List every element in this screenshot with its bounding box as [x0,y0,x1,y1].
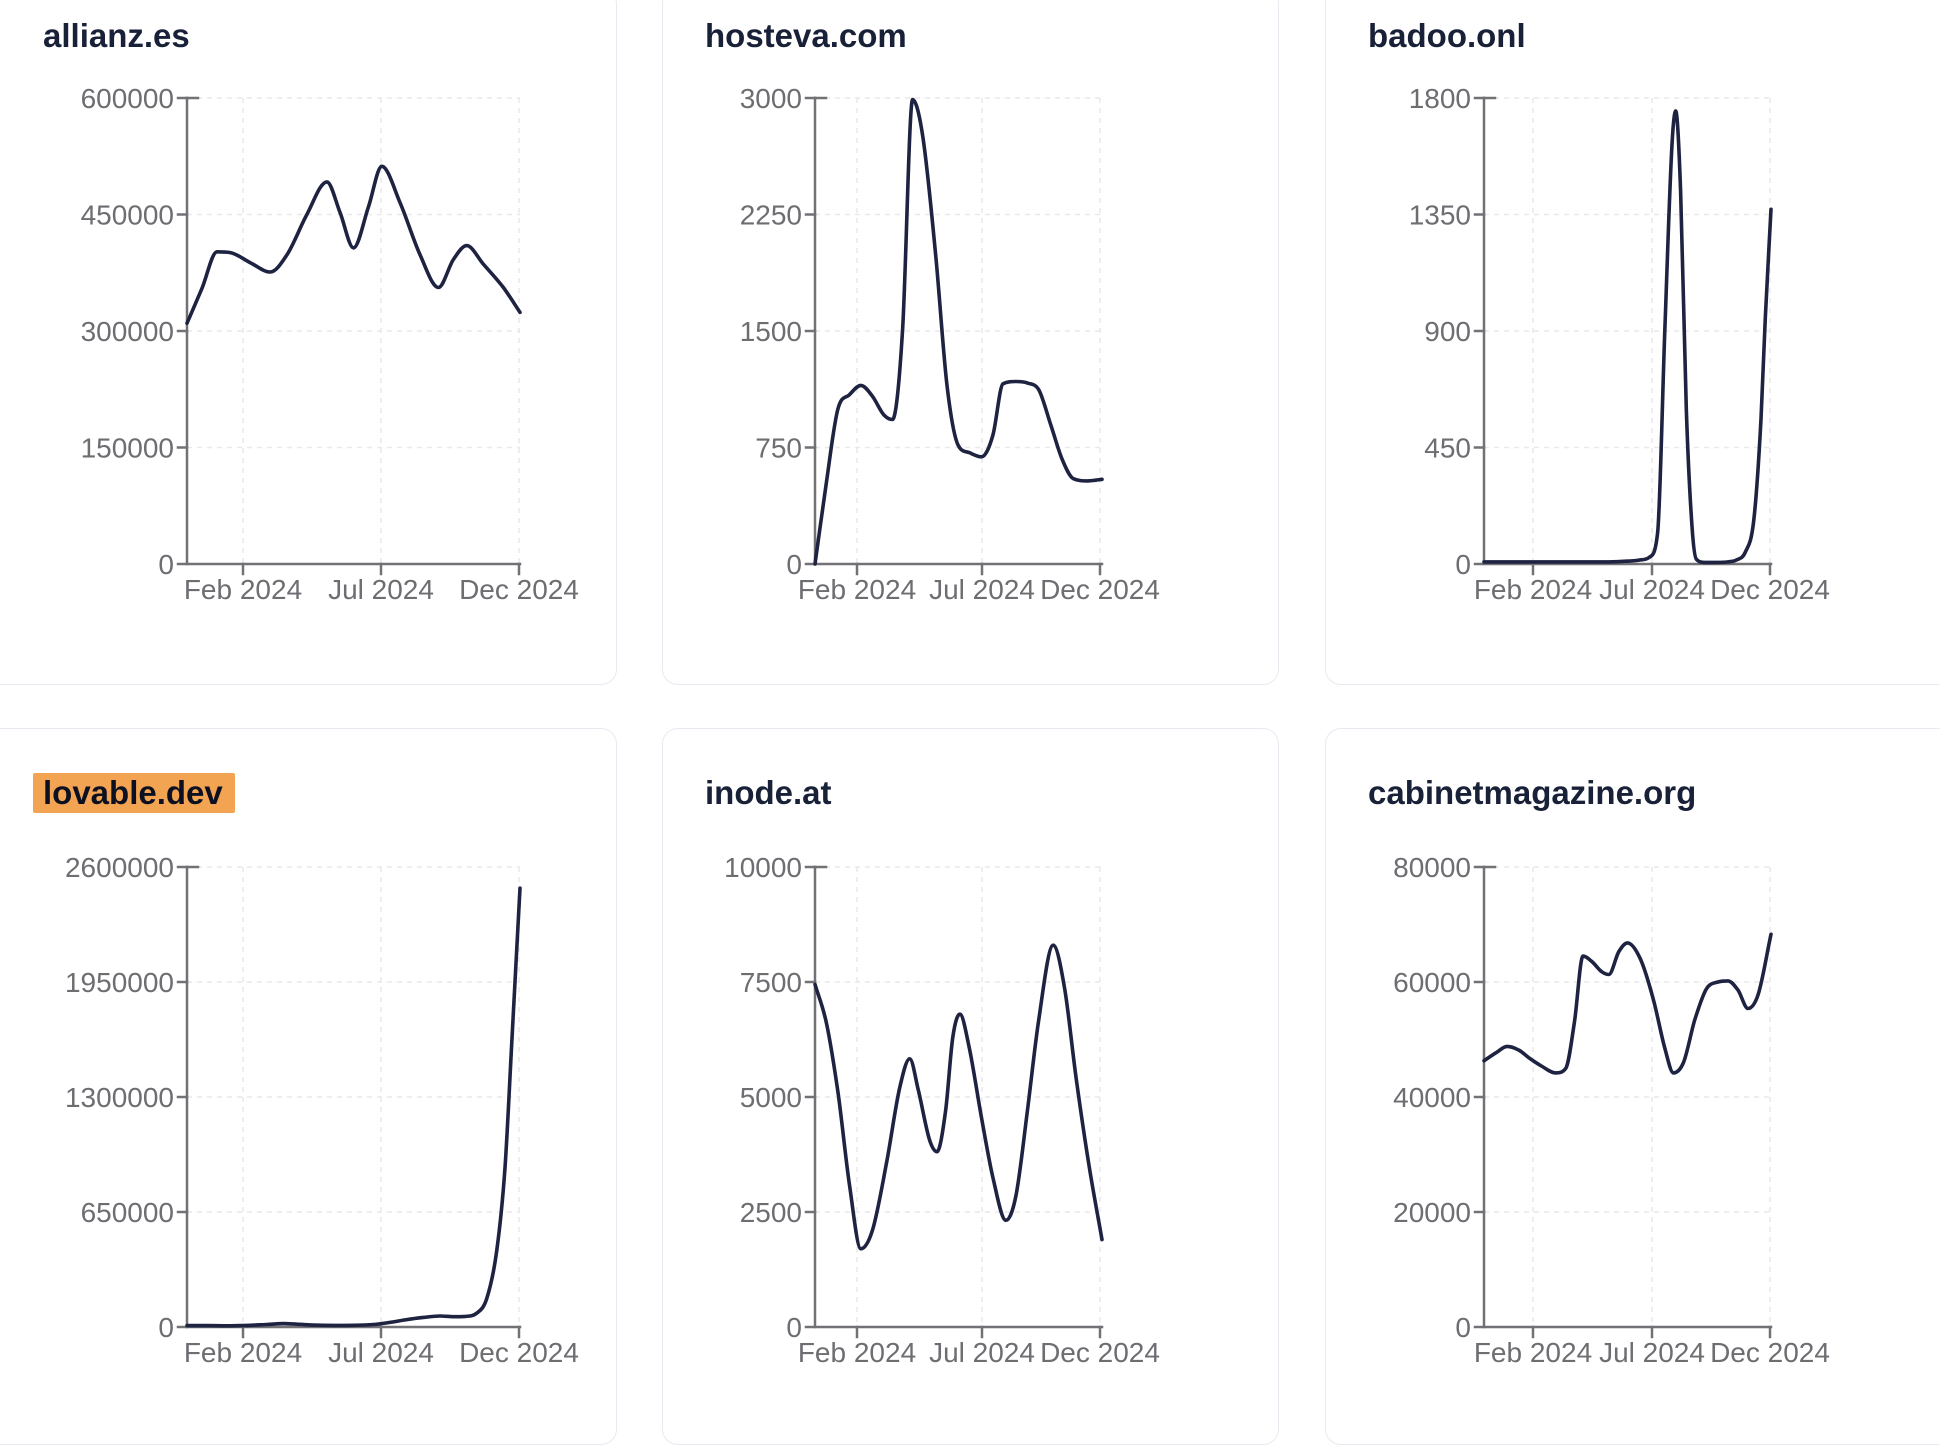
chart-card [0,0,617,685]
domain-title-highlighted[interactable]: lovable.dev [33,773,235,813]
chart-card [662,0,1279,685]
chart-card [0,728,617,1445]
domain-title[interactable]: hosteva.com [705,17,907,54]
chart-card [662,728,1279,1445]
domain-title[interactable]: allianz.es [43,17,190,54]
domain-title[interactable]: cabinetmagazine.org [1368,774,1697,811]
chart-card [1325,728,1940,1445]
chart-card [1325,0,1940,685]
domain-title[interactable]: badoo.onl [1368,17,1526,54]
domain-title[interactable]: inode.at [705,774,832,811]
